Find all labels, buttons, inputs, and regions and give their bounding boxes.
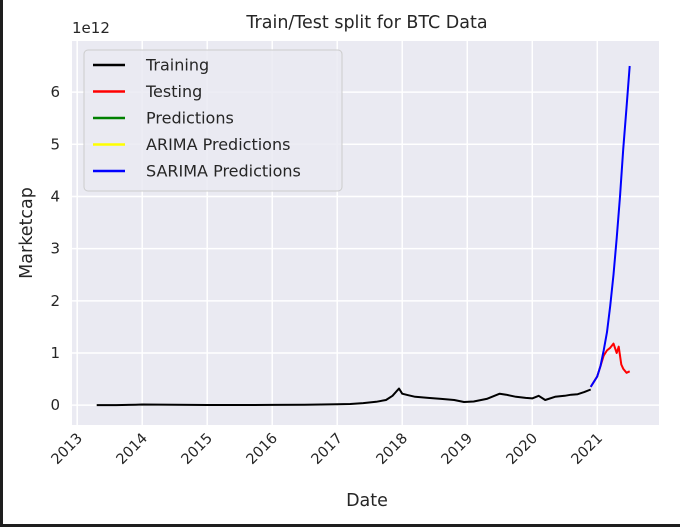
- x-tick-label: 2020: [504, 431, 541, 468]
- series-layer: [96, 65, 631, 407]
- legend-label-sarima-predictions: SARIMA Predictions: [146, 162, 301, 181]
- x-tick-label: 2018: [374, 431, 411, 468]
- legend-label-arima-predictions: ARIMA Predictions: [146, 135, 290, 154]
- legend-label-training: Training: [145, 56, 209, 75]
- y-tick-label: 6: [50, 83, 60, 101]
- y-offset-label: 1e12: [72, 19, 110, 37]
- legend-label-predictions: Predictions: [146, 109, 234, 128]
- y-tick-label: 1: [50, 344, 60, 362]
- y-tick-label: 3: [50, 240, 60, 258]
- x-tick-labels: 2013 2014 2015 2016 2017 2018 2019 2020 2021: [49, 431, 606, 468]
- x-tick-label: 2017: [309, 431, 346, 468]
- x-tick-label: 2015: [179, 431, 216, 468]
- legend-box: [83, 49, 343, 192]
- x-tick-label: 2019: [439, 431, 476, 468]
- legend-label-testing: Testing: [145, 82, 202, 101]
- series-line-sarima-predictions: [589, 65, 631, 388]
- x-axis-label: Date: [346, 491, 388, 511]
- y-tick-label: 2: [50, 292, 60, 310]
- y-axis-label: Marketcap: [17, 187, 37, 279]
- y-tick-label: 4: [50, 187, 60, 205]
- y-tick-label: 0: [50, 396, 60, 414]
- x-tick-label: 2016: [244, 431, 281, 468]
- x-tick-label: 2014: [114, 431, 151, 468]
- series-line-training: [96, 387, 592, 407]
- frame-border-bottom: [0, 524, 680, 527]
- y-tick-labels: 0 1 2 3 4 5 6: [50, 83, 60, 414]
- legend: Training Testing Predictions ARIMA Predicti…: [83, 49, 343, 192]
- chart-title: Train/Test split for BTC Data: [245, 13, 487, 33]
- x-tick-label: 2021: [569, 431, 606, 468]
- frame-border-left: [0, 0, 3, 527]
- x-tick-label: 2013: [49, 431, 86, 468]
- y-tick-label: 5: [50, 135, 60, 153]
